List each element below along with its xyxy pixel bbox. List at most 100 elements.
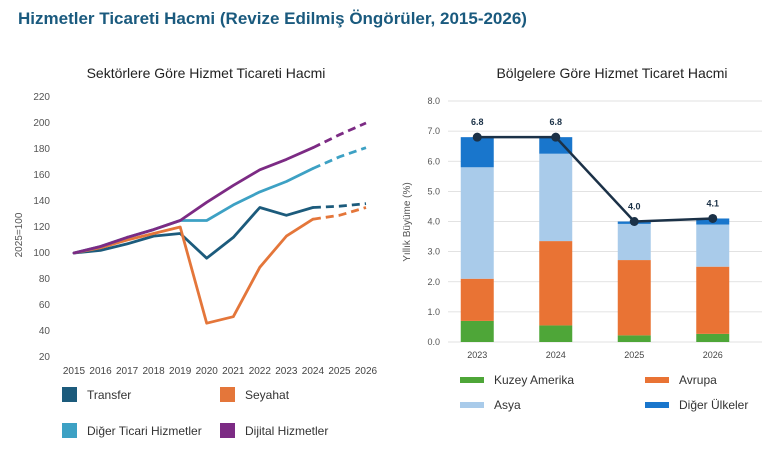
- x-tick-label: 2026: [703, 350, 723, 360]
- x-tick-label: 2015: [63, 366, 86, 377]
- total-data-label: 6.8: [471, 117, 484, 127]
- series-line-seyahat: [72, 217, 315, 325]
- line-chart-y-ticks: 20 40 60 80 100 120 140 160 180 200 220: [33, 92, 50, 363]
- legend-item-asya: Asya: [460, 398, 521, 412]
- y-tick-label: 5.0: [427, 186, 440, 196]
- bar-segment-kuzey_amerika: [617, 335, 651, 342]
- legend-label-dijital: Dijital Hizmetler: [245, 423, 329, 438]
- x-tick-label: 2025: [624, 350, 644, 360]
- x-tick-label: 2024: [302, 366, 325, 377]
- legend-item-transfer: Transfer: [62, 387, 131, 402]
- legend-item-diger-ulkeler: Diğer Ülkeler: [645, 398, 748, 412]
- y-tick-label: 7.0: [427, 126, 440, 136]
- legend-swatch-asya: [460, 402, 484, 408]
- bar-segment-asya: [696, 224, 730, 267]
- y-tick-label: 8.0: [427, 96, 440, 106]
- line-chart-series: [72, 121, 367, 325]
- total-growth-line: [477, 135, 713, 223]
- y-tick-label: 160: [33, 170, 50, 181]
- page-title: Hizmetler Ticareti Hacmi (Revize Edilmiş…: [18, 9, 527, 28]
- total-point: [551, 132, 561, 142]
- bar-segment-asya: [539, 153, 573, 242]
- x-tick-label: 2020: [196, 366, 219, 377]
- series-forecast-line-diger_ticari: [312, 146, 367, 170]
- x-tick-label: 2019: [169, 366, 192, 377]
- legend-item-dijital: Dijital Hizmetler: [220, 423, 328, 438]
- y-tick-label: 0.0: [427, 337, 440, 347]
- series-forecast-line-seyahat: [312, 206, 367, 221]
- x-tick-label: 2024: [546, 350, 566, 360]
- total-data-label: 4.0: [628, 202, 641, 212]
- series-line-dijital: [72, 146, 315, 255]
- bar-chart-bars: [460, 137, 730, 342]
- bar-chart-y-axis-label: Yıllık Büyüme (%): [402, 182, 413, 261]
- legend-label-diger-ticari: Diğer Ticari Hizmetler: [87, 423, 202, 438]
- bar-segment-avrupa: [617, 260, 651, 336]
- x-tick-label: 2022: [249, 366, 272, 377]
- legend-swatch-avrupa: [645, 377, 669, 383]
- bar-segment-kuzey_amerika: [539, 325, 573, 342]
- x-tick-label: 2023: [467, 350, 487, 360]
- legend-swatch-kuzey-amerika: [460, 377, 484, 383]
- legend-item-seyahat: Seyahat: [220, 387, 289, 402]
- bar-segment-avrupa: [539, 241, 573, 326]
- bar-chart-total-line: 6.8 6.8 4.0 4.1: [471, 117, 719, 226]
- bar-segment-diger_ulkeler: [460, 137, 494, 168]
- legend-swatch-transfer: [62, 387, 77, 402]
- legend-swatch-seyahat: [220, 387, 235, 402]
- y-tick-label: 60: [39, 300, 51, 311]
- series-forecast-line-dijital: [312, 121, 367, 149]
- y-tick-label: 140: [33, 196, 50, 207]
- y-tick-label: 180: [33, 144, 50, 155]
- x-tick-label: 2023: [275, 366, 298, 377]
- total-data-label: 4.1: [706, 198, 719, 208]
- total-point: [629, 217, 639, 226]
- y-tick-label: 6.0: [427, 156, 440, 166]
- bar-segment-asya: [460, 167, 494, 279]
- bar-segment-kuzey_amerika: [460, 320, 494, 342]
- y-tick-label: 1.0: [427, 307, 440, 317]
- bar-chart-y-ticks: 0.0 1.0 2.0 3.0 4.0 5.0 6.0 7.0 8.0: [427, 96, 440, 347]
- series-forecast-line-transfer: [312, 202, 367, 209]
- y-tick-label: 40: [39, 326, 51, 337]
- line-chart-x-ticks: 2015 2016 2017 2018 2019 2020 2021 2022 2023 2024…: [63, 366, 378, 377]
- x-tick-label: 2021: [222, 366, 245, 377]
- bar-segment-kuzey_amerika: [696, 333, 730, 342]
- legend-label-seyahat: Seyahat: [245, 387, 290, 402]
- legend-item-kuzey-amerika: Kuzey Amerika: [460, 373, 574, 387]
- y-tick-label: 200: [33, 118, 50, 129]
- x-tick-label: 2016: [89, 366, 112, 377]
- legend-swatch-diger-ticari: [62, 423, 77, 438]
- x-tick-label: 2025: [328, 366, 351, 377]
- legend-swatch-diger-ulkeler: [645, 402, 669, 408]
- x-tick-label: 2018: [143, 366, 166, 377]
- line-chart-y-axis-label: 2025=100: [14, 212, 25, 257]
- y-tick-label: 4.0: [427, 217, 440, 227]
- legend-label-asya: Asya: [494, 398, 521, 412]
- x-tick-label: 2026: [355, 366, 378, 377]
- legend-swatch-dijital: [220, 423, 235, 438]
- y-tick-label: 220: [33, 92, 50, 103]
- total-data-label: 6.8: [549, 117, 562, 127]
- total-point: [708, 213, 718, 223]
- y-tick-label: 120: [33, 222, 50, 233]
- bar-segment-avrupa: [696, 266, 730, 334]
- legend-label-diger-ulkeler: Diğer Ülkeler: [679, 398, 749, 412]
- legend-item-diger-ticari: Diğer Ticari Hizmetler: [62, 423, 202, 438]
- total-point: [472, 132, 482, 142]
- bar-segment-diger_ulkeler: [539, 137, 573, 154]
- bar-chart-title: Bölgelere Göre Hizmet Ticaret Hacmi: [496, 65, 727, 81]
- bar-segment-asya: [617, 223, 651, 261]
- y-tick-label: 100: [33, 248, 50, 259]
- legend-item-avrupa: Avrupa: [645, 373, 717, 387]
- y-tick-label: 80: [39, 274, 51, 285]
- y-tick-label: 3.0: [427, 247, 440, 257]
- y-tick-label: 2.0: [427, 277, 440, 287]
- line-chart-title: Sektörlere Göre Hizmet Ticareti Hacmi: [87, 65, 326, 81]
- legend-label-transfer: Transfer: [87, 387, 132, 402]
- y-tick-label: 20: [39, 352, 51, 363]
- bar-segment-avrupa: [460, 278, 494, 321]
- legend-label-avrupa: Avrupa: [679, 373, 717, 387]
- bar-chart-x-ticks: 2023 2024 2025 2026: [467, 350, 723, 360]
